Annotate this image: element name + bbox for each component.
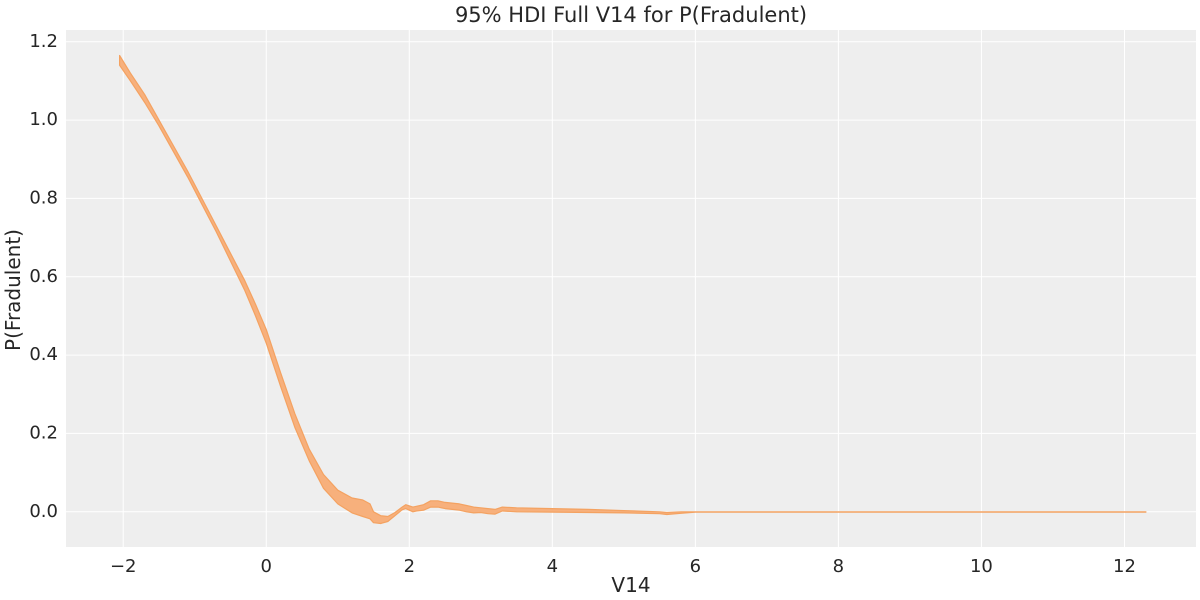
y-tick-label: 0.0 <box>29 501 58 522</box>
x-tick-label: 4 <box>547 556 558 577</box>
grid <box>66 30 1196 547</box>
x-tick-label: −2 <box>110 556 137 577</box>
x-axis-label: V14 <box>611 573 650 597</box>
hdi-band <box>119 54 1147 525</box>
x-tick-label: 6 <box>690 556 701 577</box>
y-tick-label: 1.0 <box>29 109 58 130</box>
y-tick-label: 0.2 <box>29 422 58 443</box>
chart-title: 95% HDI Full V14 for P(Fradulent) <box>455 3 807 27</box>
x-tick-labels: −2 0 2 4 6 8 10 12 <box>110 556 1136 577</box>
y-tick-label: 0.8 <box>29 187 58 208</box>
y-tick-label: 1.2 <box>29 31 58 52</box>
y-tick-labels: 0.0 0.2 0.4 0.6 0.8 1.0 1.2 <box>29 31 58 522</box>
y-axis-label: P(Fradulent) <box>1 229 25 351</box>
x-tick-label: 12 <box>1113 556 1136 577</box>
hdi-band-area <box>119 54 1147 525</box>
x-tick-label: 8 <box>833 556 844 577</box>
y-tick-label: 0.4 <box>29 344 58 365</box>
plot-background <box>66 30 1196 547</box>
x-tick-label: 2 <box>404 556 415 577</box>
x-tick-label: 0 <box>261 556 272 577</box>
y-tick-label: 0.6 <box>29 266 58 287</box>
x-tick-label: 10 <box>970 556 993 577</box>
